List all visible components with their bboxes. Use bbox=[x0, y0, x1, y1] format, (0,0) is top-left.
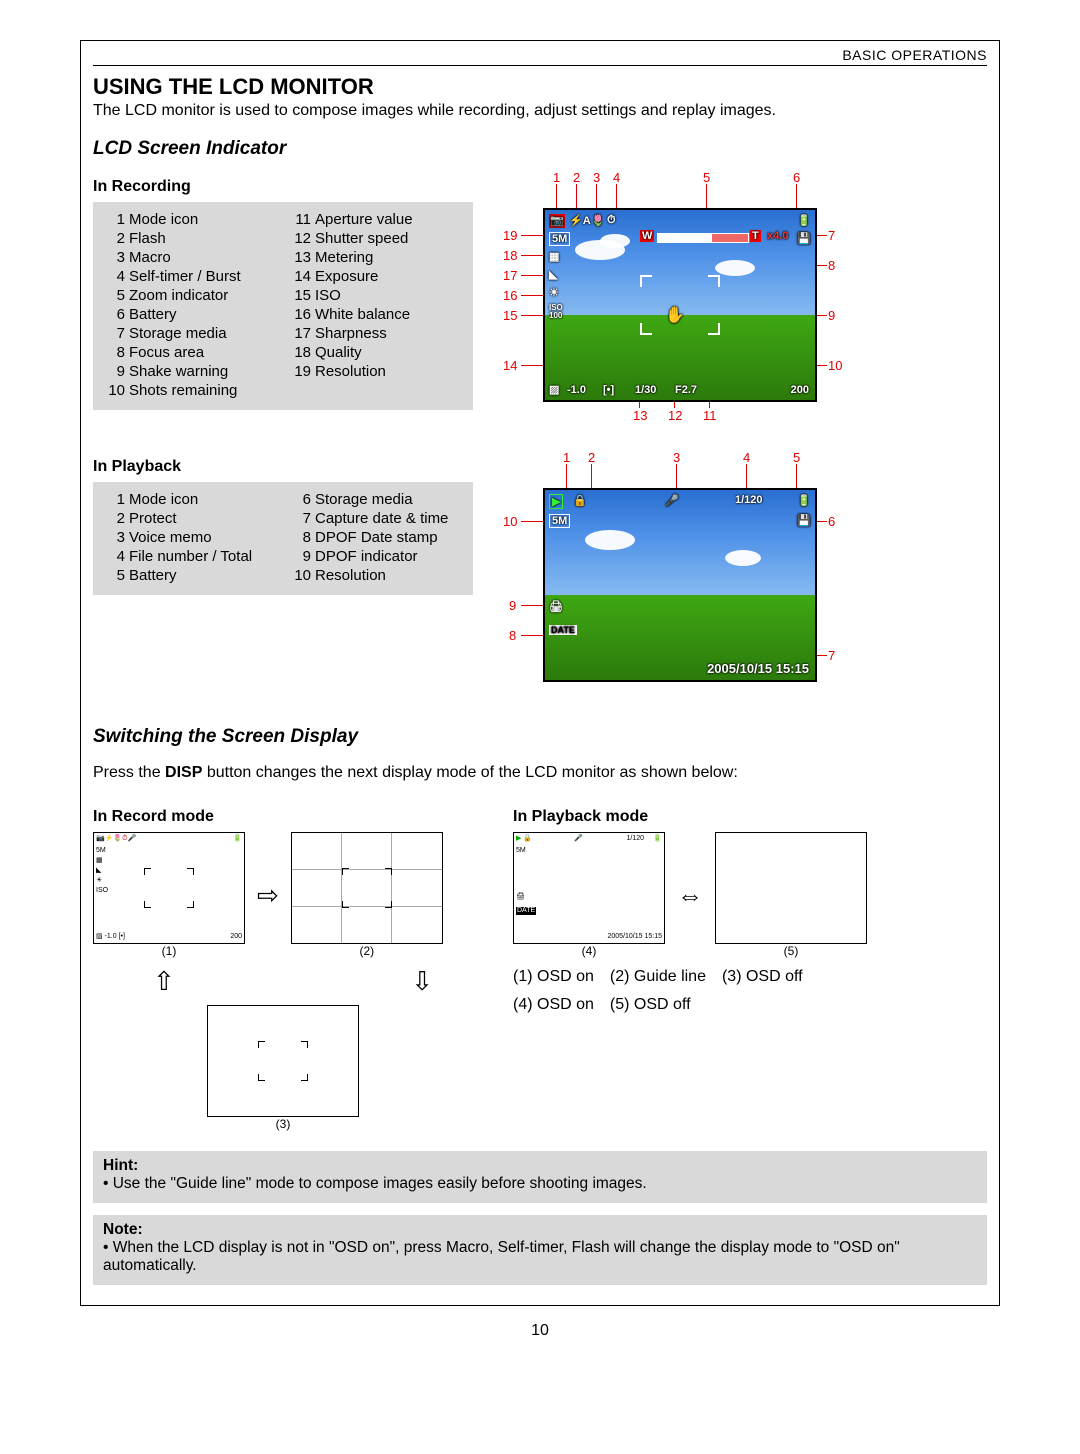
iso-label: ISO 100 bbox=[549, 304, 563, 320]
page-number: 10 bbox=[80, 1322, 1000, 1340]
recording-lcd-diagram: 1 2 3 4 5 6 19 18 17 16 15 14 bbox=[493, 168, 853, 428]
capture-datetime: 2005/10/15 15:15 bbox=[707, 661, 809, 676]
recording-legend: 1Mode icon11Aperture value 2Flash12Shutt… bbox=[93, 202, 473, 410]
mini-record-osd-on: 📷⚡🌷⏱🎤 🔋 5M ▦ ◣ ☀ ISO ▨ -1.0 [•] 200 bbox=[93, 832, 245, 944]
osd-mode-labels: (1) OSD on (2) Guide line (3) OSD off bbox=[513, 968, 987, 986]
recording-lcd: ✋ 📷 ⚡A 🌷 ⏱ W T bbox=[543, 208, 817, 402]
pb-battery-icon: 🔋 bbox=[797, 494, 811, 507]
zoom-mult: x4.0 bbox=[767, 230, 788, 242]
mini-playback-osd-off bbox=[715, 832, 867, 944]
lcd-section-title: LCD Screen Indicator bbox=[93, 138, 987, 160]
battery-icon: 🔋 bbox=[797, 214, 811, 227]
mode-icon: 📷 bbox=[549, 214, 565, 228]
pb-storage-icon: 💾 bbox=[797, 514, 811, 527]
note-box: Note: • When the LCD display is not in "… bbox=[93, 1215, 987, 1285]
wb-icon: ☀ bbox=[549, 286, 559, 299]
pb-resolution: 5M bbox=[549, 514, 570, 528]
date-stamp: DATE bbox=[549, 625, 577, 635]
mini-label-1: (1) bbox=[93, 944, 245, 958]
arrow-down-icon: ⇩ bbox=[411, 966, 433, 997]
ev-value: -1.0 bbox=[567, 384, 586, 396]
playback-lcd: ▶ 🔒 🎤 1/120 🔋 5M 💾 🖨 DATE 2005/10/15 15:… bbox=[543, 488, 817, 682]
zoom-w: W bbox=[640, 230, 654, 242]
playback-heading: In Playback bbox=[93, 458, 473, 476]
arrow-up-icon: ⇧ bbox=[153, 966, 175, 997]
storage-icon: 💾 bbox=[797, 232, 811, 245]
mini-label-2: (2) bbox=[291, 944, 443, 958]
mini-record-osd-off bbox=[207, 1005, 359, 1117]
play-mode-icon: ▶ bbox=[549, 494, 563, 509]
flash-icon: ⚡A bbox=[569, 214, 591, 227]
shots-value: 200 bbox=[791, 384, 809, 396]
zoom-t: T bbox=[750, 230, 761, 242]
metering-icon: [•] bbox=[603, 384, 614, 396]
switching-intro: Press the DISP button changes the next d… bbox=[93, 764, 987, 782]
ev-icon: ▨ bbox=[549, 383, 559, 396]
resolution-label: 5M bbox=[549, 232, 570, 246]
mini-playback-osd-on: ▶ 🔒 🎤 1/120 🔋 5M 🖨 DATE 2005/10/15 15:15 bbox=[513, 832, 665, 944]
macro-icon: 🌷 bbox=[591, 214, 605, 227]
page-title: USING THE LCD MONITOR bbox=[93, 74, 987, 100]
mini-record-guideline bbox=[291, 832, 443, 944]
playback-lcd-diagram: 1 2 3 4 5 10 9 8 6 7 bbox=[493, 448, 853, 708]
file-number: 1/120 bbox=[735, 494, 763, 506]
protect-icon: 🔒 bbox=[573, 494, 587, 507]
page-frame: BASIC OPERATIONS USING THE LCD MONITOR T… bbox=[80, 40, 1000, 1306]
record-mode-heading: In Record mode bbox=[93, 808, 473, 826]
aperture-value: F2.7 bbox=[675, 384, 697, 396]
arrow-leftright-icon: ⇔ bbox=[677, 880, 703, 911]
arrow-right-icon: ⇨ bbox=[257, 880, 279, 911]
voice-memo-icon: 🎤 bbox=[665, 494, 679, 507]
timer-icon: ⏱ bbox=[607, 214, 616, 227]
recording-heading: In Recording bbox=[93, 178, 473, 196]
header-rule bbox=[93, 65, 987, 66]
switching-title: Switching the Screen Display bbox=[93, 726, 987, 748]
dpof-icon: 🖨 bbox=[549, 600, 563, 613]
quality-icon: ▦ bbox=[549, 250, 559, 263]
playback-mode-heading: In Playback mode bbox=[513, 808, 987, 826]
hint-box: Hint: • Use the "Guide line" mode to com… bbox=[93, 1151, 987, 1203]
sharpness-icon: ◣ bbox=[549, 268, 557, 281]
shutter-value: 1/30 bbox=[635, 384, 656, 396]
mini-label-4: (4) bbox=[513, 944, 665, 958]
intro-text: The LCD monitor is used to compose image… bbox=[93, 102, 987, 120]
section-header: BASIC OPERATIONS bbox=[93, 41, 987, 65]
mini-label-3: (3) bbox=[207, 1117, 359, 1131]
playback-legend: 1Mode icon6Storage media 2Protect7Captur… bbox=[93, 482, 473, 595]
mini-label-5: (5) bbox=[715, 944, 867, 958]
